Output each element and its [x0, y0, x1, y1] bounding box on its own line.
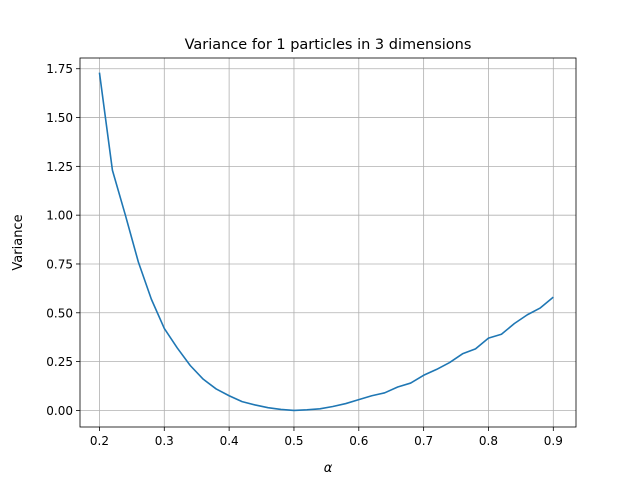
x-axis-label: α	[324, 461, 333, 476]
series-layer	[98, 72, 554, 412]
grid	[80, 58, 576, 427]
x-tick-label: 0.8	[479, 434, 498, 448]
y-tick-label: 0.00	[46, 404, 73, 418]
x-tick-label: 0.9	[544, 434, 563, 448]
y-tick-label: 1.50	[46, 111, 73, 125]
y-tick-label: 0.75	[46, 257, 73, 271]
x-tick-label: 0.7	[414, 434, 433, 448]
y-tick-label: 1.75	[46, 62, 73, 76]
variance-line	[98, 72, 554, 412]
x-tick-label: 0.5	[284, 434, 303, 448]
ticks: 0.2 0.3 0.4 0.5 0.6 0.7 0.8 0.9 0.00 0.25 0.50 0.75…	[46, 62, 563, 448]
y-tick-label: 0.25	[46, 355, 73, 369]
y-tick-label: 1.25	[46, 160, 73, 174]
x-tick-label: 0.3	[155, 434, 174, 448]
y-tick-label: 1.00	[46, 209, 73, 223]
y-tick-label: 0.50	[46, 306, 73, 320]
plot-frame	[79, 57, 577, 428]
x-tick-label: 0.4	[220, 434, 239, 448]
x-tick-label: 0.2	[90, 434, 109, 448]
chart-title: Variance for 1 particles in 3 dimensions	[185, 37, 472, 53]
y-axis-label: Variance	[11, 214, 26, 270]
x-tick-label: 0.6	[349, 434, 368, 448]
